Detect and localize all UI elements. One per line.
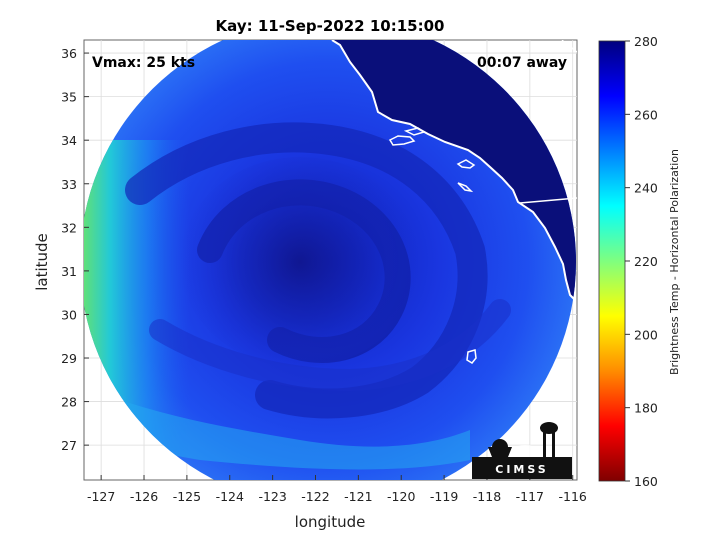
- island-catalina: [456, 159, 476, 169]
- colorbar-tick-label: 220: [634, 254, 658, 269]
- chart-title: Kay: 11-Sep-2022 10:15:00: [216, 17, 445, 35]
- y-tick-label: 32: [61, 220, 77, 235]
- y-tick-label: 31: [61, 264, 77, 279]
- y-tick-label: 30: [61, 307, 77, 322]
- plot-area: -127 -126 -125 -124 -123 -122 -121 -120 -119 -118…: [61, 39, 587, 504]
- land-region: [332, 40, 576, 300]
- x-tick-label: -121: [344, 489, 372, 504]
- y-axis-label: latitude: [33, 233, 51, 291]
- cimss-logo: CIMSS: [472, 422, 572, 479]
- storm-core: [180, 157, 420, 367]
- y-tick-label: 29: [61, 351, 77, 366]
- island-san-clemente: [457, 182, 474, 193]
- coastline-corner: [561, 40, 577, 53]
- x-tick-label: -117: [516, 489, 544, 504]
- y-tick-label: 33: [61, 177, 77, 192]
- x-tick-label: -126: [130, 489, 158, 504]
- colorbar-ticks: 160 180 200 220 240 260 280: [625, 34, 658, 489]
- coastline: [331, 40, 576, 301]
- vmax-annotation: Vmax: 25 kts: [92, 55, 195, 71]
- colorbar-tick-label: 200: [634, 327, 658, 342]
- x-tick-label: -116: [559, 489, 587, 504]
- x-tick-label: -124: [216, 489, 244, 504]
- x-tick-label: -118: [473, 489, 501, 504]
- outer-spiral-band: [125, 122, 488, 419]
- x-axis-label: longitude: [295, 513, 366, 531]
- colorbar: 160 180 200 220 240 260 280 Brightness Temp - …: [598, 34, 681, 489]
- x-tick-label: -119: [430, 489, 458, 504]
- x-tick-label: -122: [301, 489, 329, 504]
- colorbar-tick-label: 160: [634, 474, 658, 489]
- colorbar-label: Brightness Temp - Horizontal Polarizatio…: [668, 149, 681, 375]
- x-tick-label: -120: [387, 489, 415, 504]
- colorbar-tick-label: 240: [634, 181, 658, 196]
- y-tick-label: 36: [61, 46, 77, 61]
- time-away-annotation: 00:07 away: [477, 55, 567, 71]
- us-mexico-border: [519, 197, 577, 204]
- x-tick-label: -123: [258, 489, 286, 504]
- y-tick-label: 27: [61, 438, 77, 453]
- y-axis-ticks: 27 28 29 30 31 32 33 34 35 36: [61, 46, 89, 453]
- island-guadalupe: [466, 349, 477, 364]
- colorbar-tick-label: 260: [634, 107, 658, 122]
- x-axis-ticks: -127 -126 -125 -124 -123 -122 -121 -120 -119 -118…: [87, 475, 587, 504]
- southern-band: [149, 299, 511, 392]
- y-tick-label: 28: [61, 395, 77, 410]
- x-tick-label: -125: [173, 489, 201, 504]
- y-tick-label: 35: [61, 90, 77, 105]
- colorbar-gradient: [598, 40, 626, 482]
- cyan-rainband: [100, 400, 470, 470]
- island-santa-rosa: [403, 127, 426, 136]
- x-tick-label: -127: [87, 489, 115, 504]
- colorbar-tick-label: 180: [634, 401, 658, 416]
- island-santa-cruz: [388, 135, 416, 146]
- y-tick-label: 34: [61, 133, 77, 148]
- colorbar-tick-label: 280: [634, 34, 658, 49]
- cimss-logo-text: CIMSS: [495, 463, 548, 476]
